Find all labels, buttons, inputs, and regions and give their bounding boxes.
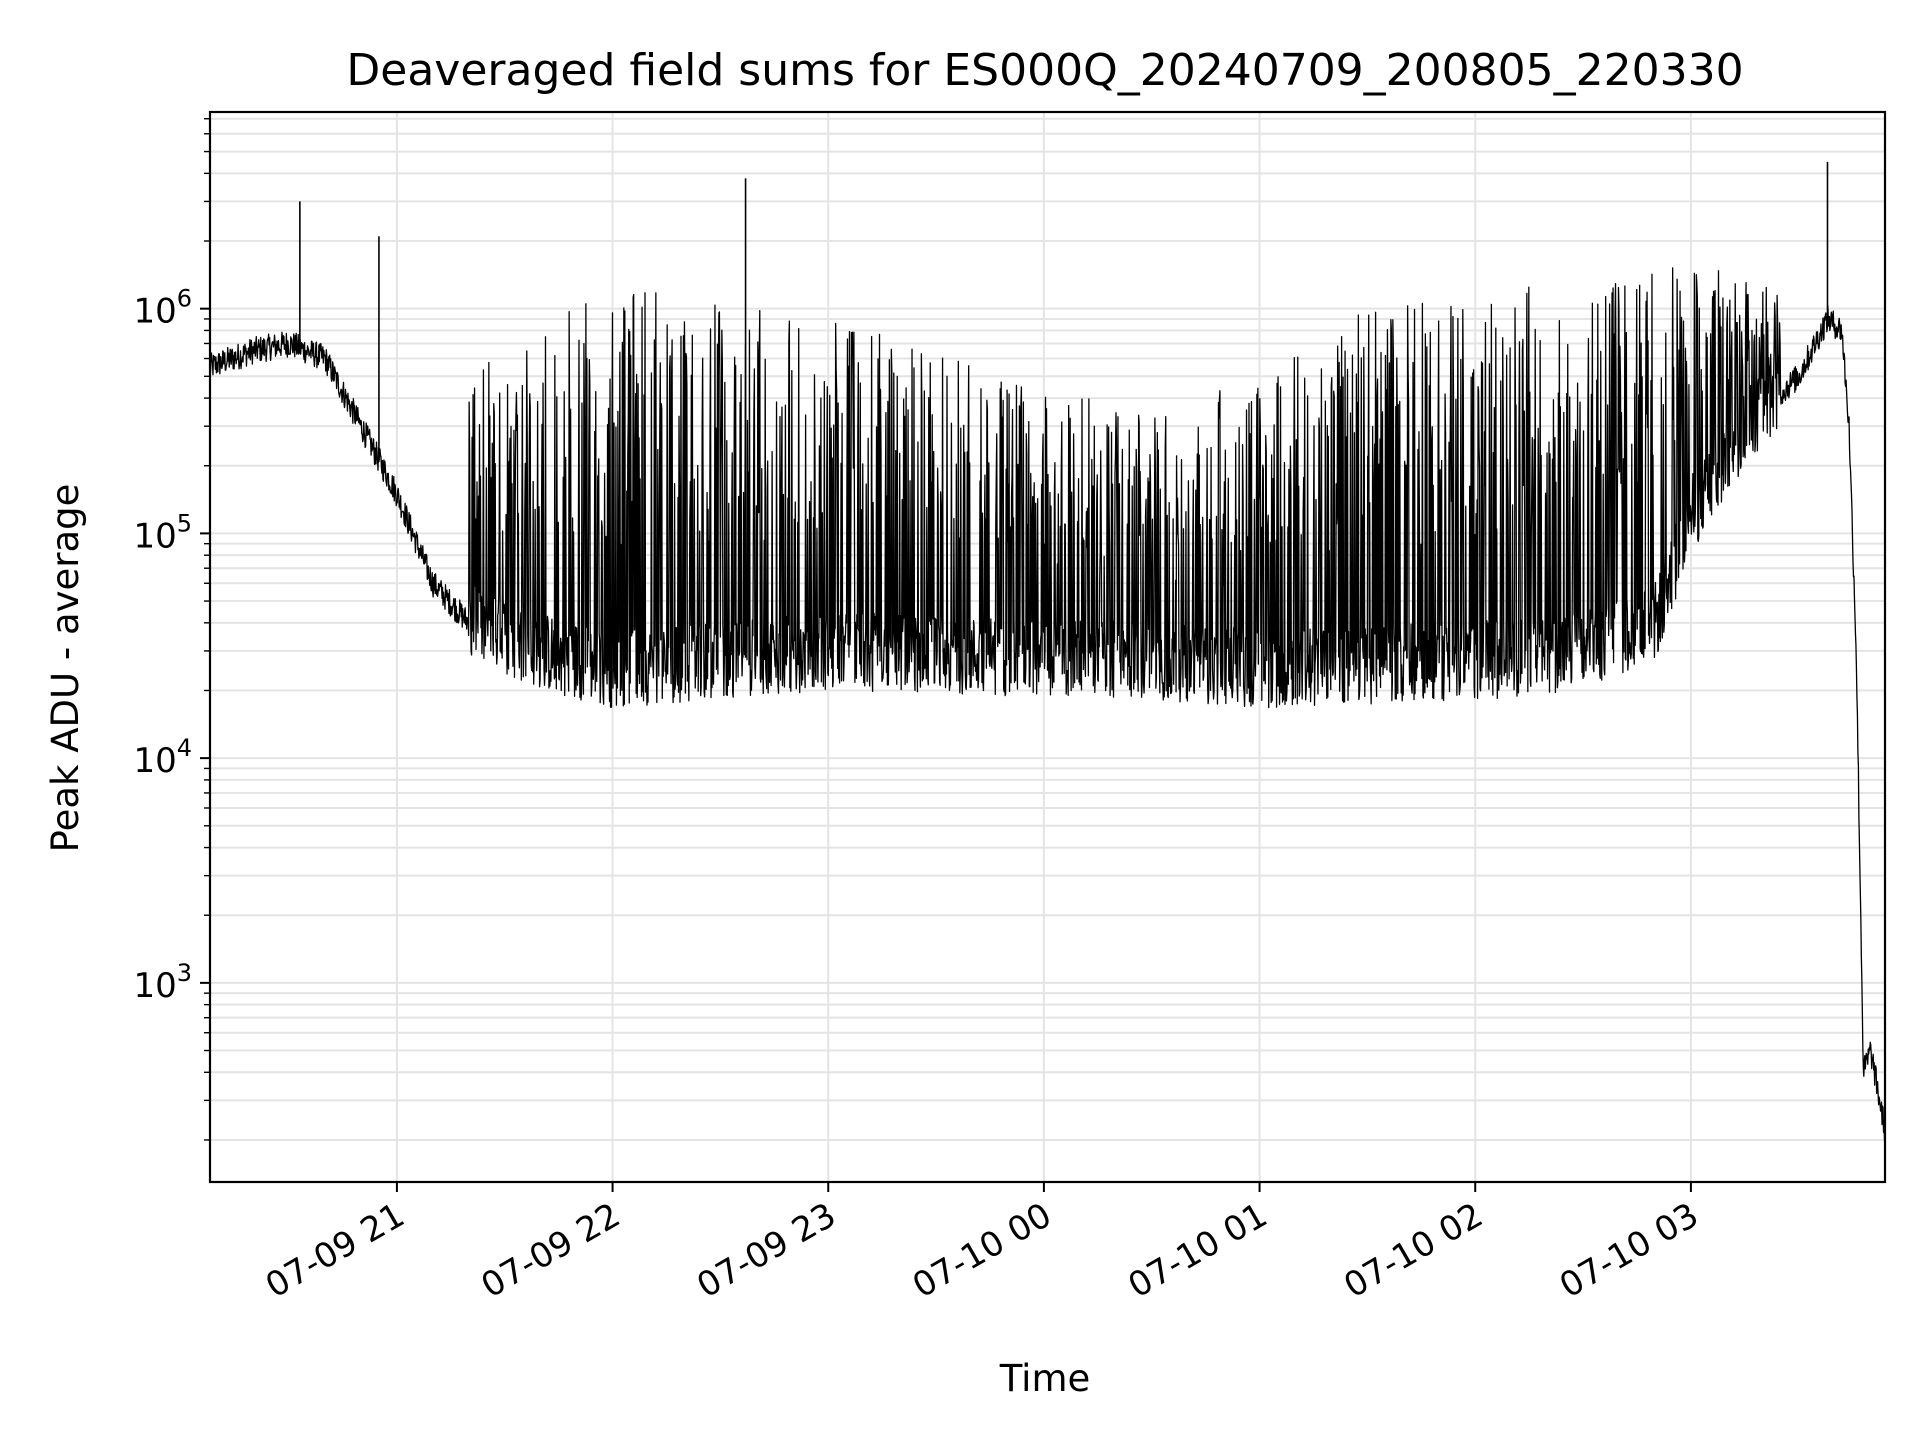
y-tick-base: 10	[133, 966, 176, 1006]
y-tick-base: 10	[133, 292, 176, 332]
x-axis-label: Time	[999, 1357, 1091, 1400]
y-tick-label: 106	[133, 285, 192, 332]
y-tick-label: 105	[133, 509, 192, 556]
chart-title: Deaveraged field sums for ES000Q_2024070…	[346, 45, 1743, 96]
y-tick-base: 10	[133, 741, 176, 781]
y-tick-exponent: 3	[177, 959, 192, 987]
y-tick-exponent: 4	[177, 734, 192, 762]
plot-frame	[208, 110, 1887, 1184]
data-series-line	[209, 267, 1886, 1142]
y-tick-exponent: 5	[177, 509, 192, 537]
y-tick-label: 103	[133, 959, 192, 1006]
y-axis-label: Peak ADU - average	[44, 484, 87, 853]
y-tick-exponent: 6	[177, 285, 192, 313]
y-tick-label: 104	[133, 734, 192, 781]
y-tick-base: 10	[133, 516, 176, 556]
data-layer	[209, 161, 1886, 1142]
